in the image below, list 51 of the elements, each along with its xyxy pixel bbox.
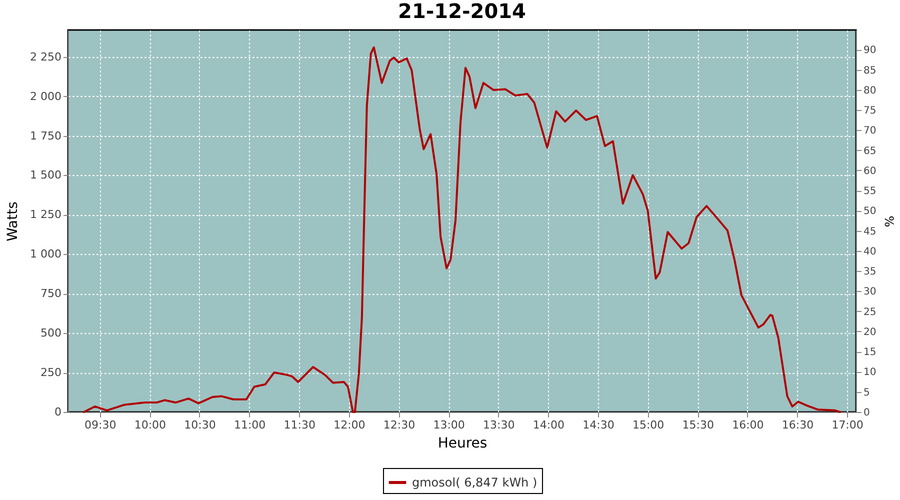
x-tick-label: 11:30	[284, 418, 316, 432]
y2-tick-label: 25	[864, 306, 876, 318]
x-tick-label: 10:00	[134, 418, 166, 432]
y2-tick-label: 40	[864, 246, 876, 258]
x-tick-label: 16:00	[732, 418, 764, 432]
x-tick-label: 13:30	[483, 418, 515, 432]
y-tick-label: 1 500	[30, 168, 62, 182]
y2-tick-label: 55	[864, 186, 876, 198]
x-tick-label: 15:00	[632, 418, 664, 432]
y-tick-label: 1 250	[30, 208, 62, 222]
y2-tick-label: 75	[864, 106, 876, 117]
x-tick-label: 10:30	[184, 418, 216, 432]
x-tick-label: 13:00	[433, 418, 465, 432]
x-tick-label: 12:30	[383, 418, 416, 432]
x-tick-label: 09:30	[84, 418, 116, 432]
y2-tick-label: 10	[864, 367, 876, 378]
y2-tick-label: 5	[864, 387, 870, 398]
y-tick-label: 2 000	[30, 90, 62, 103]
x-tick-label: 17:00	[832, 418, 864, 432]
x-tick-label: 12:00	[334, 418, 366, 432]
x-axis-title: Heures	[438, 436, 488, 452]
y-tick-label: 500	[40, 326, 62, 340]
y-tick-label: 250	[40, 366, 62, 380]
y2-tick-label: 70	[864, 126, 876, 137]
y2-tick-label: 90	[864, 45, 876, 56]
y-tick-label: 1 000	[30, 248, 62, 261]
x-tick-label: 11:00	[234, 418, 266, 432]
x-tick-label: 14:00	[532, 418, 565, 432]
x-tick-label: 15:30	[682, 418, 714, 432]
y-tick-label: 1 750	[30, 129, 62, 142]
y-tick-label: 2 250	[30, 50, 62, 64]
y2-tick-label: 85	[864, 65, 876, 76]
x-tick-label: 16:30	[782, 418, 814, 432]
y2-tick-label: 20	[864, 326, 876, 338]
y2-axis-title: %	[882, 216, 896, 228]
chart-title: 21-12-2014	[398, 0, 526, 23]
y2-tick-label: 60	[864, 166, 876, 177]
line-series	[82, 46, 842, 413]
x-tick-label: 14:30	[582, 418, 614, 432]
y-tick-label: 750	[40, 287, 62, 300]
y2-tick-label: 35	[864, 266, 876, 278]
y2-tick-label: 15	[864, 347, 876, 358]
y2-tick-label: 80	[864, 85, 876, 96]
legend-label: gmosol( 6,847 kWh )	[412, 476, 538, 490]
y2-tick-label: 65	[864, 146, 876, 157]
y2-tick-label: 0	[864, 408, 870, 418]
y2-tick-label: 30	[864, 286, 876, 298]
y2-tick-label: 50	[864, 206, 876, 218]
y2-tick-label: 45	[864, 226, 876, 238]
y-axis-title: Watts	[5, 202, 22, 242]
y-tick-label: 0	[54, 406, 62, 418]
